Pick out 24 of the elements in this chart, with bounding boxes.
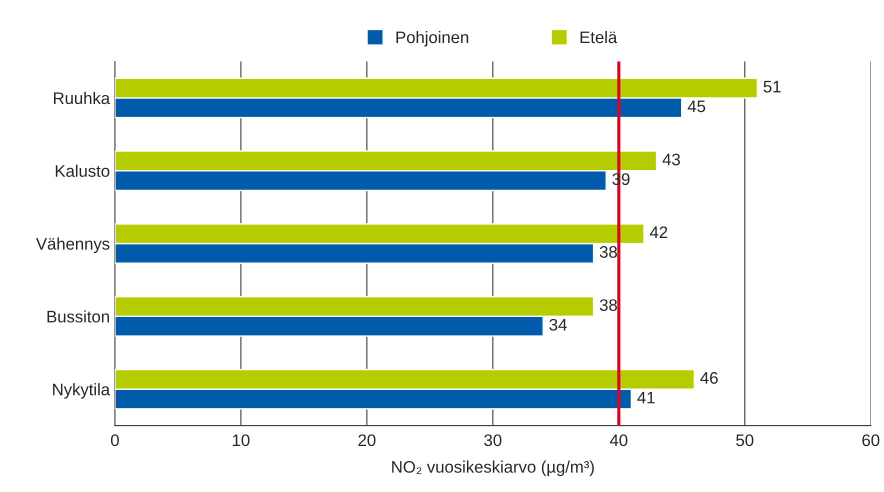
y-tick-label: Nykytila: [53, 383, 110, 399]
data-label: 38: [600, 246, 617, 258]
legend-label: Etelä: [580, 30, 618, 44]
x-tick-label: 10: [232, 434, 250, 446]
x-tick-label: 60: [862, 434, 880, 446]
data-label: 46: [700, 372, 718, 384]
data-label: 45: [688, 100, 706, 112]
x-tick-label: 30: [484, 434, 502, 446]
x-tick-label: 50: [736, 434, 754, 446]
y-tick-label: Kalusto: [56, 164, 110, 177]
data-label: 34: [549, 318, 567, 331]
data-label: 41: [637, 392, 655, 404]
x-tick-label: 40: [610, 434, 628, 446]
data-label: 51: [764, 80, 781, 93]
y-tick-label: Bussiton: [48, 310, 109, 323]
legend-label: Pohjoinen: [396, 30, 468, 46]
data-label: 38: [600, 299, 617, 311]
x-axis-title: NO₂ vuosikeskiarvo (µg/m³): [392, 460, 594, 476]
data-label: 43: [662, 154, 680, 166]
data-label: 42: [650, 226, 668, 238]
x-tick-label: 0: [110, 434, 119, 446]
y-tick-label: Ruuhka: [54, 92, 110, 104]
y-tick-label: Vähennys: [36, 238, 110, 254]
x-tick-label: 20: [358, 434, 376, 446]
